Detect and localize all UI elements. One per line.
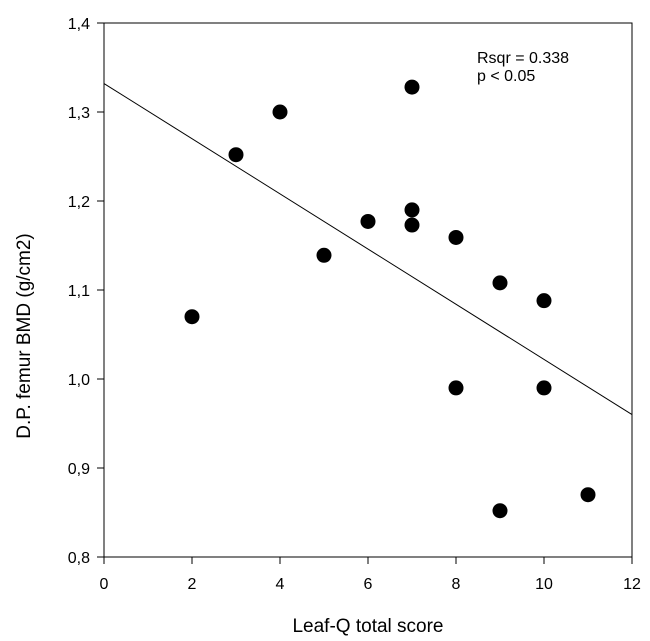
- data-point: [580, 487, 596, 503]
- data-point: [536, 293, 552, 309]
- y-tick-label: 1,0: [68, 372, 90, 389]
- regression-line-path: [103, 83, 633, 416]
- data-point: [492, 275, 508, 291]
- data-point: [536, 380, 552, 396]
- y-tick-label: 1,1: [68, 283, 90, 300]
- plot-area: [103, 22, 633, 558]
- data-point: [448, 380, 464, 396]
- x-tick-label: 12: [623, 576, 641, 593]
- data-point: [492, 503, 508, 519]
- r-squared-annotation: Rsqr = 0.338: [477, 50, 569, 67]
- x-tick-label: 6: [364, 576, 373, 593]
- p-value-annotation: p < 0.05: [477, 68, 535, 85]
- x-tick-label: 10: [535, 576, 553, 593]
- x-tick-label: 0: [100, 576, 109, 593]
- x-tick-label: 8: [452, 576, 461, 593]
- data-point: [360, 213, 376, 229]
- x-tick-label: 4: [276, 576, 285, 593]
- y-axis-title: D.P. femur BMD (g/cm2): [14, 233, 35, 439]
- plot-frame: [103, 22, 633, 558]
- y-tick-label: 1,2: [68, 194, 90, 211]
- y-tick-label: 0,9: [68, 461, 90, 478]
- data-points: [184, 79, 596, 519]
- y-tick-label: 1,4: [68, 16, 90, 33]
- data-point: [404, 202, 420, 218]
- data-point: [316, 247, 332, 263]
- data-point: [448, 229, 464, 245]
- regression-line: [103, 83, 633, 416]
- y-tick-label: 0,8: [68, 550, 90, 567]
- y-tick-label: 1,3: [68, 105, 90, 122]
- data-point: [184, 309, 200, 325]
- data-point: [404, 217, 420, 233]
- x-tick-label: 2: [188, 576, 197, 593]
- x-axis-ticks: 0 2 4 6 8 10 12: [100, 557, 641, 593]
- y-axis-ticks: 0,8 0,9 1,0 1,1 1,2 1,3 1,4: [68, 16, 104, 567]
- x-axis-title: Leaf-Q total score: [292, 616, 443, 637]
- data-point: [404, 79, 420, 95]
- data-point: [272, 104, 288, 120]
- data-point: [228, 147, 244, 163]
